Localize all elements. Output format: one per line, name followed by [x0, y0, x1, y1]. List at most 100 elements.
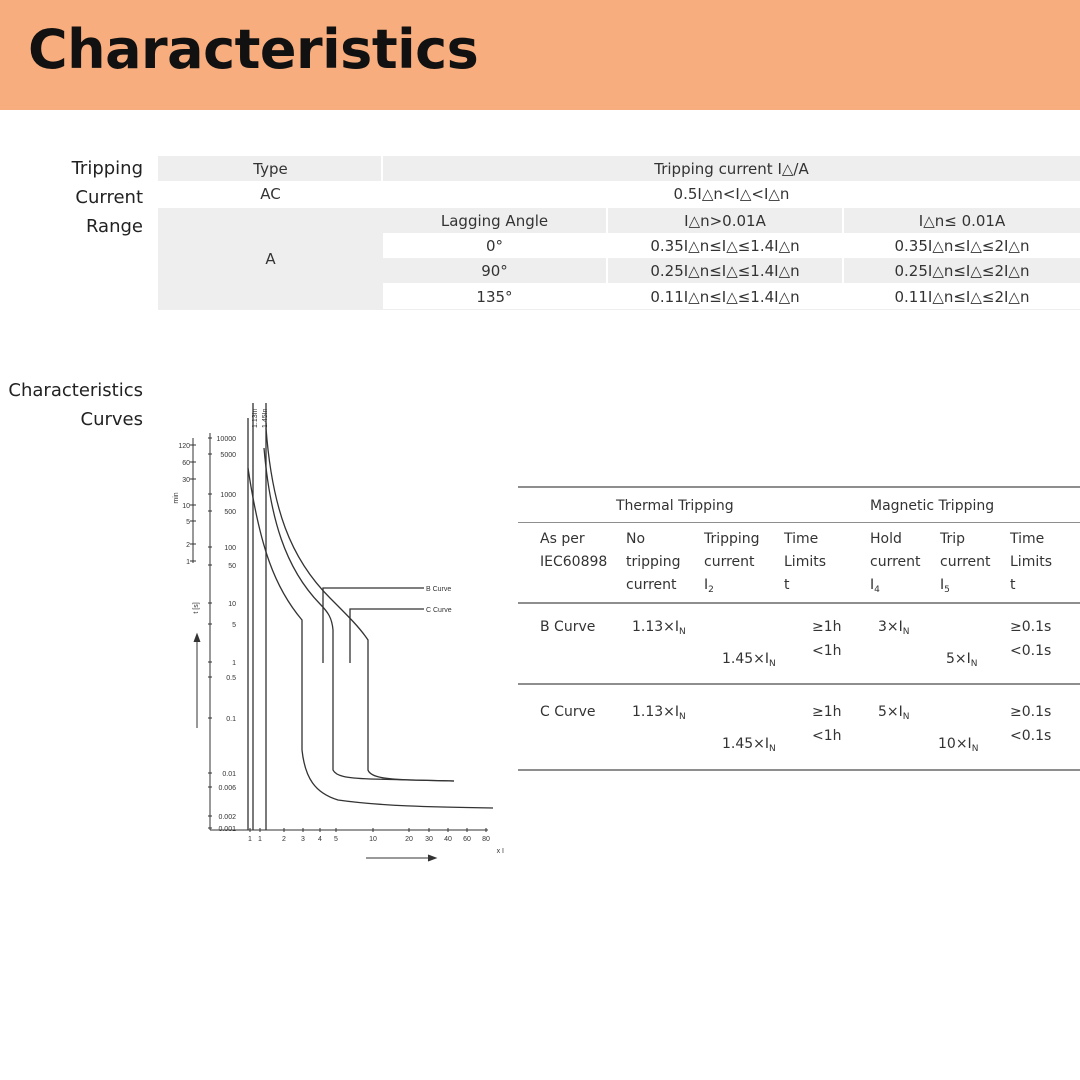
- table-line: [518, 522, 1080, 523]
- side-label-line: Tripping: [71, 158, 143, 179]
- x-tick-label: 60: [463, 836, 471, 843]
- left-tick-label: 60: [182, 460, 190, 467]
- x-tick-label: 4: [318, 836, 322, 843]
- head-line: tripping: [626, 554, 681, 570]
- head-line: As per: [540, 531, 585, 547]
- row-time-lt: <1h: [812, 728, 842, 744]
- head-line: I5: [940, 577, 950, 595]
- ac-value: 0.5I△n<I△<I△n: [673, 185, 790, 203]
- right-tick-label: 0.01: [222, 771, 236, 778]
- right-tick-label: 0.1: [226, 716, 236, 723]
- head-line: current: [704, 554, 755, 570]
- row-time-lt-s: <0.1s: [1010, 728, 1052, 744]
- head-line: IEC60898: [540, 554, 608, 570]
- right-tick-label: 5000: [220, 452, 236, 459]
- right-tick-label: 100: [224, 545, 236, 552]
- row-time-lt: <1h: [812, 643, 842, 659]
- top-label-1-45: 1.45In: [262, 408, 269, 428]
- head-line: current: [940, 554, 991, 570]
- table-row-line: [158, 309, 1080, 310]
- magnetic-header: Magnetic Tripping: [870, 498, 995, 514]
- head-line: t: [784, 577, 790, 593]
- row-time-ge: ≥1h: [812, 619, 842, 635]
- value-cell: 0.35I△n≤I△≤2I△n: [894, 237, 1030, 255]
- characteristic-curve-chart: 120603010521min1000050001000500100501051…: [173, 403, 504, 862]
- b-curve-pointer: [322, 587, 424, 663]
- side-label-line: Characteristics: [8, 380, 143, 401]
- a-type: A: [265, 250, 276, 268]
- angle-cell: 0°: [485, 237, 504, 255]
- x-tick-label: 3: [301, 836, 305, 843]
- col-head-time-2: Time Limits t: [1010, 528, 1052, 597]
- value-cell: 0.11I△n≤I△≤2I△n: [894, 288, 1030, 306]
- head-line: current: [870, 554, 921, 570]
- row-trip-current: 5×IN: [946, 651, 978, 669]
- page-title: Characteristics: [28, 18, 479, 81]
- row-trip: 1.45×IN: [722, 736, 776, 754]
- c-curve-pointer: [349, 608, 424, 663]
- x-tick-label: 20: [405, 836, 413, 843]
- x-tick-label: 5: [334, 836, 338, 843]
- row-hold: 5×IN: [878, 704, 910, 722]
- type-header: Type: [253, 160, 288, 178]
- x-arrow-head: [427, 854, 438, 862]
- table-divider: [606, 208, 608, 233]
- left-tick-label: 10: [182, 503, 190, 510]
- b-curve-label: B Curve: [426, 586, 451, 593]
- head-line: Time: [784, 531, 819, 547]
- table-line: [518, 769, 1080, 771]
- table-divider: [381, 156, 383, 181]
- right-tick-label: 50: [228, 563, 236, 570]
- head-line: No: [626, 531, 646, 547]
- x-tick-label: 2: [282, 836, 286, 843]
- right-tick-label: 1000: [220, 492, 236, 499]
- left-tick-label: 5: [186, 519, 190, 526]
- value-cell: 0.25I△n≤I△≤2I△n: [894, 262, 1030, 280]
- value-cell: 0.25I△n≤I△≤1.4I△n: [650, 262, 800, 280]
- row-no-trip: 1.13×IN: [632, 619, 686, 637]
- right-tick-label: 0.5: [226, 675, 236, 682]
- lower-envelope: [247, 467, 494, 809]
- x-tick-label: 1: [248, 836, 252, 843]
- x-tick-label: 10: [369, 836, 377, 843]
- head-line: current: [626, 577, 677, 593]
- table-row: [158, 208, 383, 310]
- table-divider: [842, 258, 844, 283]
- head-line: Trip: [940, 531, 966, 547]
- head-line: Time: [1010, 531, 1045, 547]
- col-head-tripping: Tripping current I2: [704, 528, 760, 602]
- head-line: Tripping: [704, 531, 760, 547]
- right-tick-label: 10: [228, 601, 236, 608]
- table-row: [383, 208, 1080, 233]
- angle-cell: 90°: [481, 262, 508, 280]
- head-line: I2: [704, 577, 714, 595]
- table-divider: [842, 208, 844, 233]
- c-curve: [265, 427, 455, 782]
- table-divider: [606, 258, 608, 283]
- x-tick-label: 1: [258, 836, 262, 843]
- c-curve-label: C Curve: [426, 607, 452, 614]
- right-tick-label: 0.002: [218, 814, 236, 821]
- row-time-lt-s: <0.1s: [1010, 643, 1052, 659]
- col-head-no-trip: No tripping current: [626, 528, 681, 597]
- table-row: [158, 156, 1080, 181]
- right-tick-label: 5: [232, 622, 236, 629]
- x-unit-label: x I: [497, 848, 504, 855]
- side-label-line: Curves: [80, 409, 143, 430]
- curves-section-label: Characteristics Curves: [0, 376, 143, 434]
- row-hold: 3×IN: [878, 619, 910, 637]
- head-line: t: [1010, 577, 1016, 593]
- thermal-header: Thermal Tripping: [616, 498, 734, 514]
- col1-header: I△n>0.01A: [684, 212, 766, 230]
- row-time-ge: ≥1h: [812, 704, 842, 720]
- head-line: Hold: [870, 531, 902, 547]
- side-label-line: Range: [85, 216, 143, 237]
- b-curve: [263, 447, 455, 782]
- x-tick-label: 30: [425, 836, 433, 843]
- left-unit-label: min: [173, 492, 180, 503]
- header-banner: Characteristics: [0, 0, 1080, 110]
- col-head-time: Time Limits t: [784, 528, 826, 597]
- row-no-trip: 1.13×IN: [632, 704, 686, 722]
- tripping-current-header: Tripping current I△/A: [654, 160, 809, 178]
- x-tick-label: 40: [444, 836, 452, 843]
